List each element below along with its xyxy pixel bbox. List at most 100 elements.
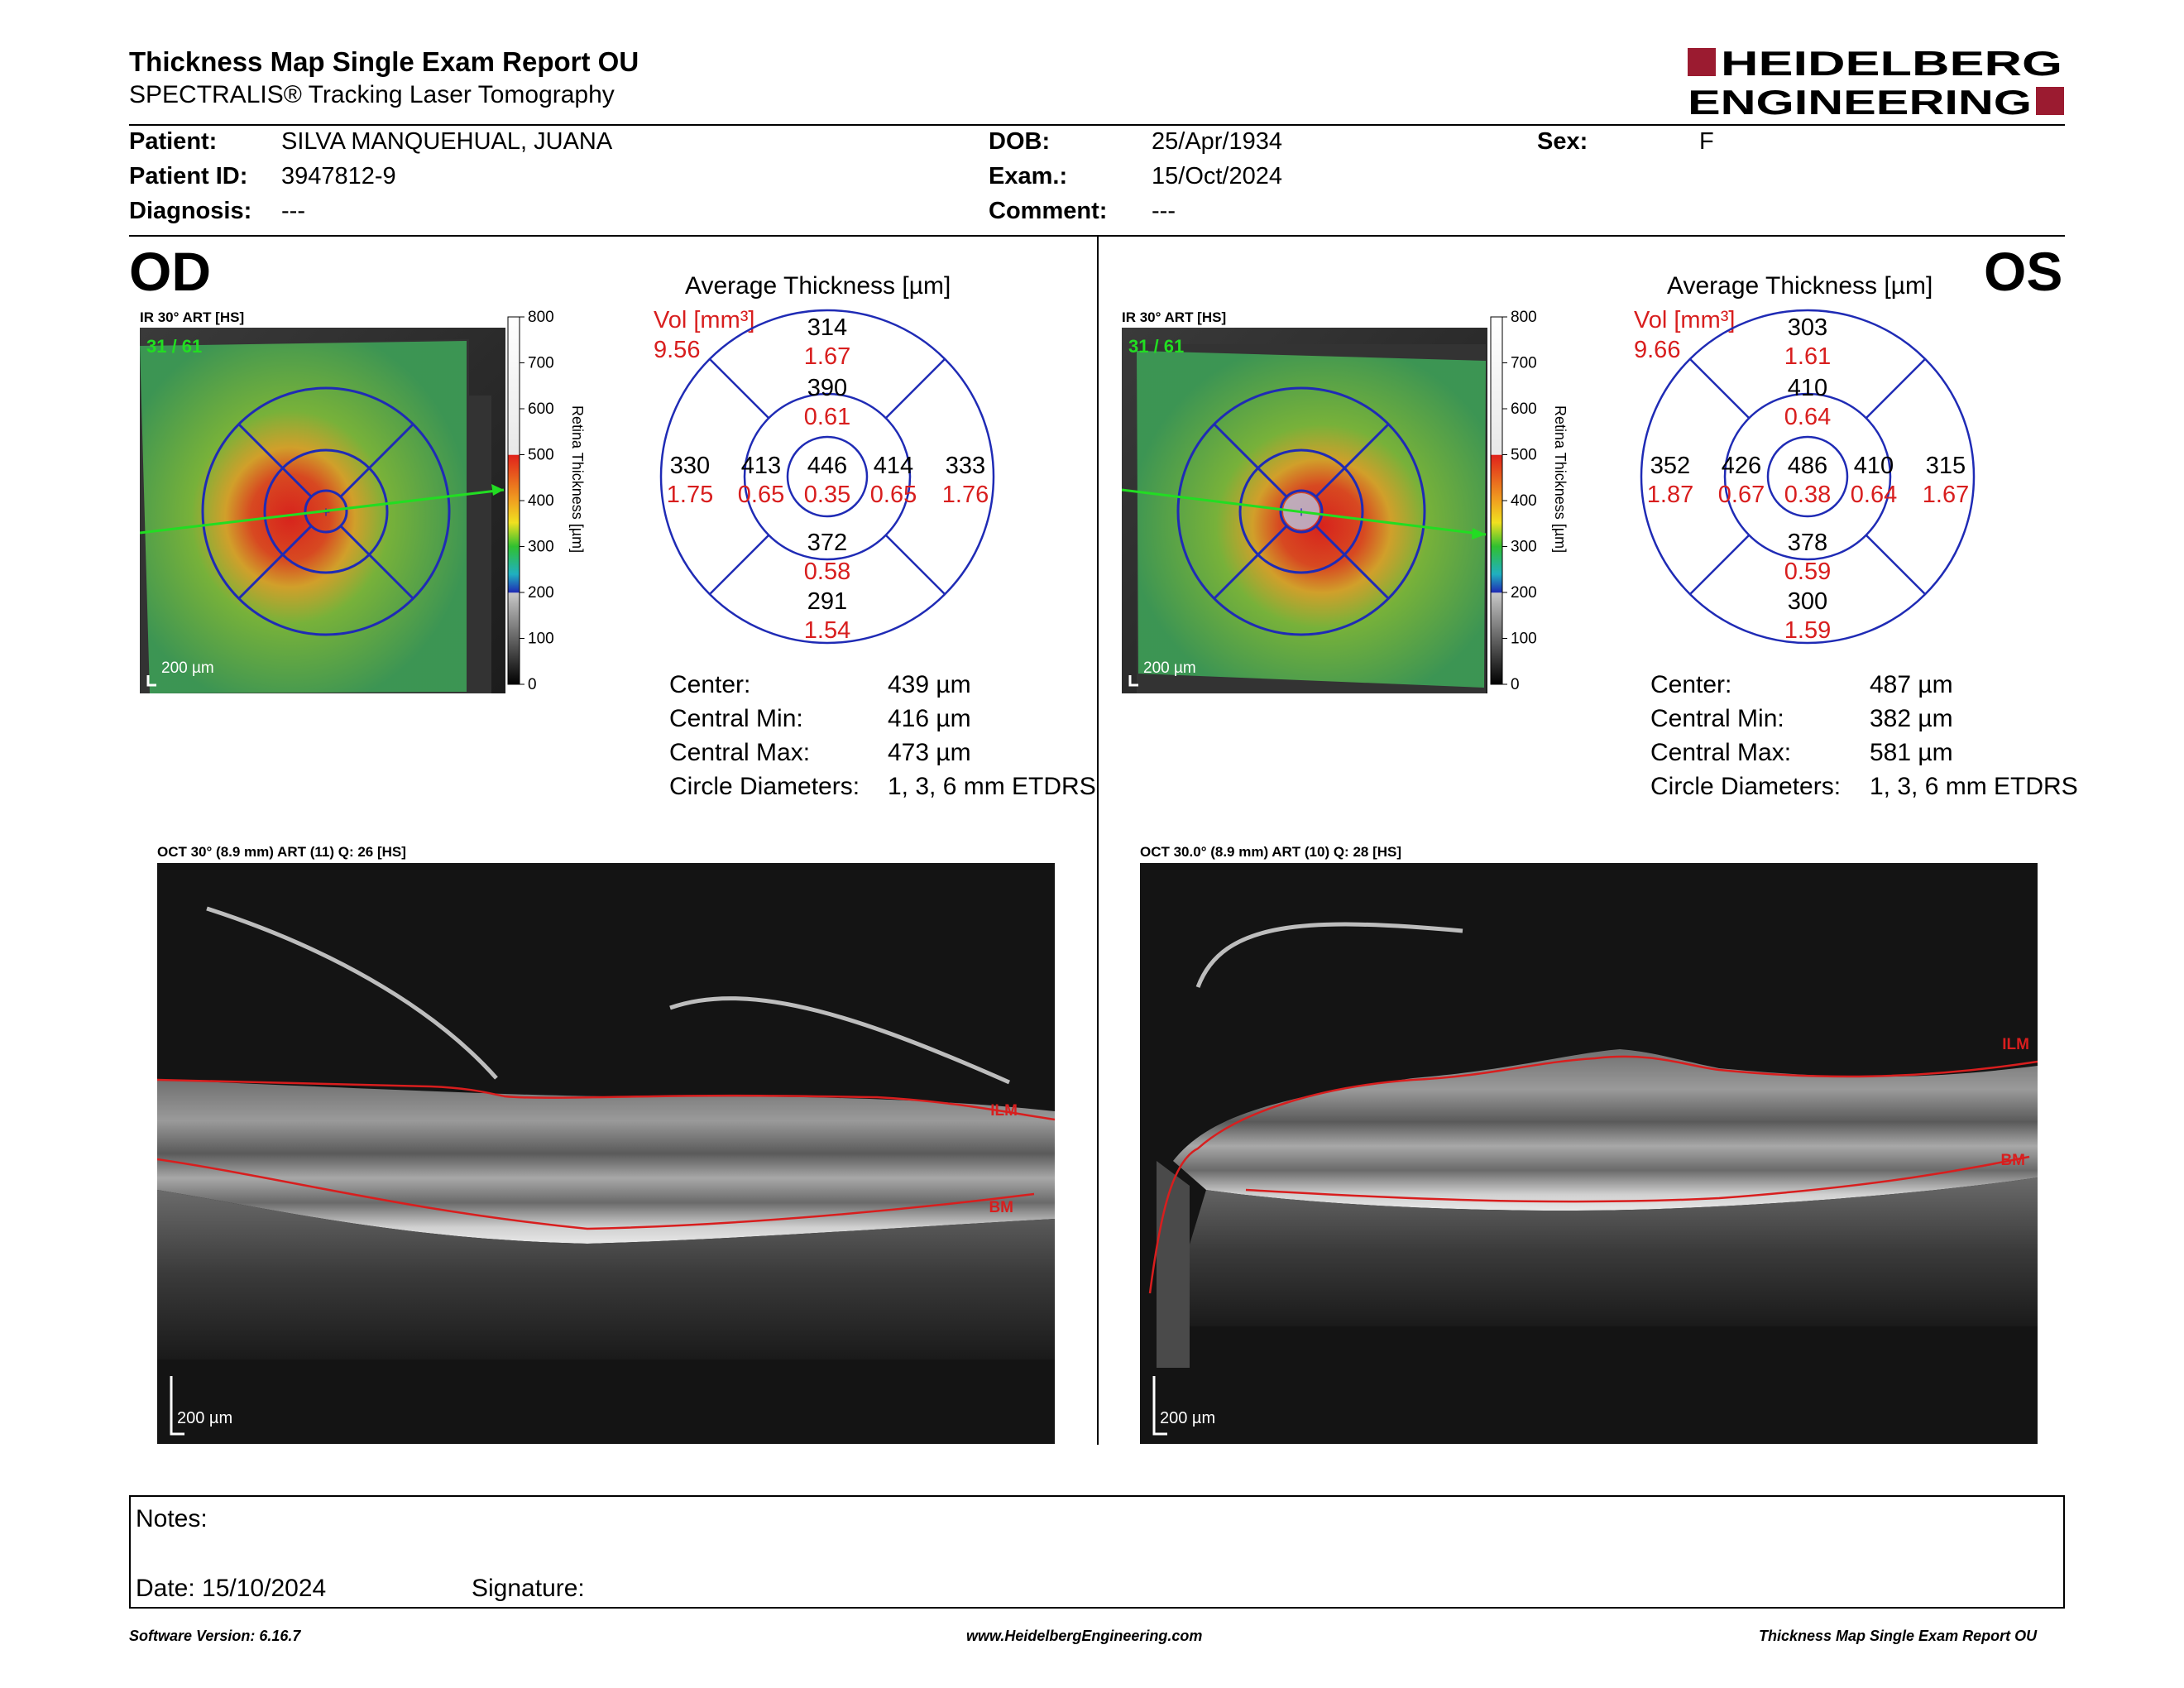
os-bm-label: BM (2000, 1152, 2025, 1169)
od-cmax-label: Central Max: (669, 739, 811, 766)
notes-date: Date: 15/10/2024 (136, 1575, 327, 1602)
scale-tick-label: 700 (528, 355, 554, 372)
eye-separator (1097, 237, 1099, 1445)
od-inner-right-vol: 0.65 (870, 482, 917, 508)
os-oct-scalebar: 200 µm (1160, 1409, 1215, 1427)
scale-tick-label: 600 (1511, 400, 1537, 418)
os-circ-label: Circle Diameters: (1650, 773, 1842, 800)
od-outer-inf-vol: 1.54 (804, 617, 850, 644)
od-cmin-value: 416 µm (888, 705, 971, 732)
od-inner-left-vol: 0.65 (738, 482, 784, 508)
od-avg-title: Average Thickness [µm] (685, 272, 951, 300)
notes-label: Notes: (136, 1505, 208, 1532)
report-subtitle: SPECTRALIS® Tracking Laser Tomography (129, 81, 615, 108)
os-outer-inf-thickness: 300 (1788, 588, 1827, 615)
footer-website[interactable]: www.HeidelbergEngineering.com (966, 1628, 1203, 1644)
od-outer-left-vol: 1.75 (667, 482, 713, 508)
od-bm-label: BM (989, 1199, 1013, 1216)
od-center-vol: 0.35 (804, 482, 850, 508)
os-circ-value: 1, 3, 6 mm ETDRS (1870, 773, 2078, 800)
os-ilm-label: ILM (2002, 1036, 2029, 1053)
od-outer-left-thickness: 330 (670, 453, 710, 479)
od-circ-value: 1, 3, 6 mm ETDRS (888, 773, 1096, 800)
os-inner-inf-vol: 0.59 (1784, 559, 1831, 585)
scale-tick-label: 800 (1511, 310, 1537, 326)
scale-tick-label: 500 (528, 447, 554, 464)
os-inner-right-vol: 0.64 (1851, 482, 1897, 508)
os-ir-caption: IR 30° ART [HS] (1122, 309, 1227, 325)
os-avg-title: Average Thickness [µm] (1667, 272, 1933, 300)
od-etdrs-grid: 314 1.67 390 0.61 446 0.35 372 0.58 291 … (659, 309, 995, 645)
scale-tick-label: 400 (1511, 492, 1537, 510)
os-inner-sup-thickness: 410 (1788, 375, 1827, 401)
sex-value: F (1699, 128, 1714, 155)
os-outer-sup-vol: 1.61 (1784, 343, 1831, 370)
od-cmax-value: 473 µm (888, 739, 971, 766)
scale-tick-label: 700 (1511, 355, 1537, 372)
os-cmin-label: Central Min: (1650, 705, 1784, 732)
os-center-thickness: 486 (1788, 453, 1827, 479)
os-outer-left-thickness: 352 (1650, 453, 1690, 479)
os-ir-scalebar: 200 µm (1143, 659, 1196, 677)
heidelberg-logo: HEIDELBERG ENGINEERING (1688, 46, 2064, 120)
patient-divider (129, 235, 2065, 237)
dob-label: DOB: (989, 128, 1051, 155)
os-inner-left-thickness: 426 (1722, 453, 1761, 479)
od-outer-sup-thickness: 314 (807, 314, 847, 341)
exam-label: Exam.: (989, 163, 1068, 189)
scale-tick-label: 0 (528, 676, 537, 693)
os-oct-caption: OCT 30.0° (8.9 mm) ART (10) Q: 28 [HS] (1140, 844, 1402, 860)
os-outer-left-vol: 1.87 (1647, 482, 1693, 508)
os-outer-right-thickness: 315 (1926, 453, 1966, 479)
scale-tick-label: 200 (528, 584, 554, 602)
od-center-thickness: 446 (807, 453, 847, 479)
od-oct-bscan: ILM BM 200 µm (157, 863, 1055, 1444)
od-ir-caption: IR 30° ART [HS] (140, 309, 245, 325)
report-title: Thickness Map Single Exam Report OU (129, 46, 639, 77)
os-outer-right-vol: 1.67 (1923, 482, 1969, 508)
od-outer-right-vol: 1.76 (942, 482, 989, 508)
signature-label: Signature: (472, 1575, 585, 1602)
od-inner-inf-vol: 0.58 (804, 559, 850, 585)
od-oct-caption: OCT 30° (8.9 mm) ART (11) Q: 26 [HS] (157, 844, 406, 860)
od-inner-inf-thickness: 372 (807, 530, 847, 556)
os-etdrs-grid: 303 1.61 410 0.64 486 0.38 378 0.59 300 … (1640, 309, 1976, 645)
od-inner-sup-vol: 0.61 (804, 404, 850, 430)
od-outer-right-thickness: 333 (946, 453, 985, 479)
od-inner-right-thickness: 414 (874, 453, 913, 479)
od-center-value: 439 µm (888, 671, 971, 698)
os-vol-total: 9.66 (1634, 337, 1681, 363)
od-inner-sup-thickness: 390 (807, 375, 847, 401)
os-eye-label: OS (1984, 241, 2063, 302)
scale-tick-label: 300 (528, 539, 554, 556)
os-cmax-value: 581 µm (1870, 739, 1953, 766)
os-thickness-map: + 31 / 61 200 µm (1122, 328, 1487, 693)
comment-label: Comment: (989, 198, 1108, 224)
scale-tick-label: 0 (1511, 676, 1520, 693)
scale-tick-label: 400 (528, 492, 554, 510)
os-center-vol: 0.38 (1784, 482, 1831, 508)
os-inner-inf-thickness: 378 (1788, 530, 1827, 556)
od-outer-inf-thickness: 291 (807, 588, 847, 615)
os-cmax-label: Central Max: (1650, 739, 1792, 766)
od-outer-sup-vol: 1.67 (804, 343, 850, 370)
svg-text:+: + (322, 504, 331, 520)
os-outer-inf-vol: 1.59 (1784, 617, 1831, 644)
od-ilm-label: ILM (990, 1102, 1018, 1120)
patient-name: SILVA MANQUEHUAL, JUANA (281, 128, 613, 155)
od-circ-label: Circle Diameters: (669, 773, 860, 800)
patient-label: Patient: (129, 128, 218, 155)
os-cmin-value: 382 µm (1870, 705, 1953, 732)
scale-tick-label: 100 (1511, 631, 1537, 648)
os-color-scale: 800 700 600 500 400 300 200 100 0 Retina Thickne… (1490, 310, 1569, 693)
od-color-scale: 800 700 600 500 400 300 200 100 0 Retina Thickne… (507, 310, 586, 693)
footer-software: Software Version: 6.16.7 (129, 1628, 301, 1644)
diagnosis-label: Diagnosis: (129, 198, 252, 224)
scale-tick-label: 500 (1511, 447, 1537, 464)
os-frame-counter: 31 / 61 (1128, 336, 1184, 357)
sex-label: Sex: (1537, 128, 1588, 155)
footer-report: Thickness Map Single Exam Report OU (1759, 1628, 2038, 1644)
os-inner-right-thickness: 410 (1854, 453, 1894, 479)
header-divider (129, 124, 2065, 126)
od-vol-total: 9.56 (654, 337, 701, 363)
